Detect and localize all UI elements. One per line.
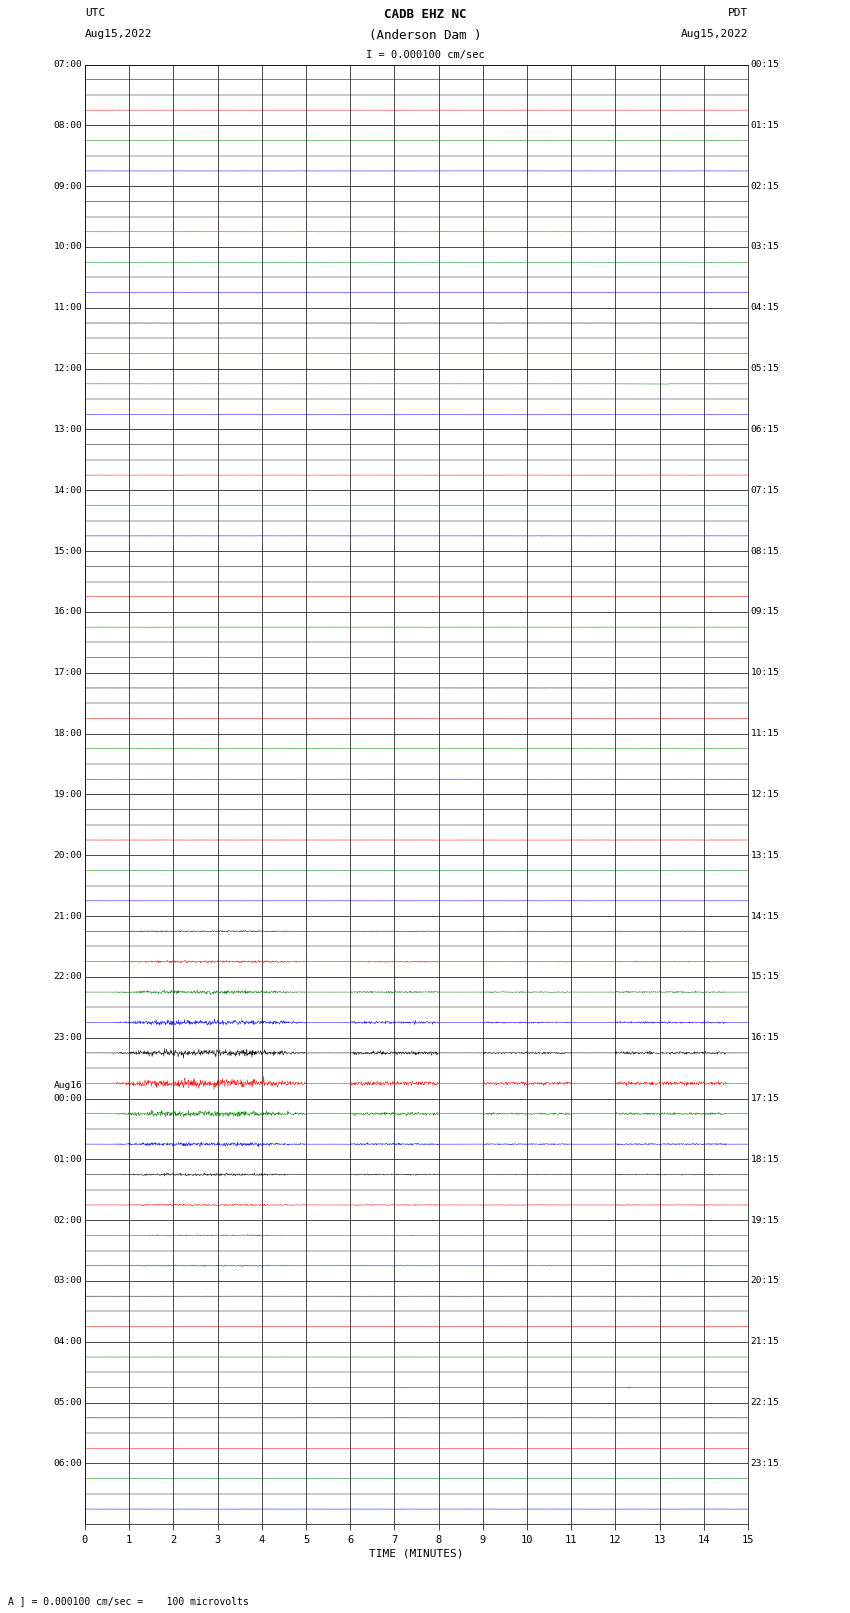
Text: 07:00: 07:00 (54, 60, 82, 69)
Text: 15:00: 15:00 (54, 547, 82, 555)
Text: CADB EHZ NC: CADB EHZ NC (383, 8, 467, 21)
X-axis label: TIME (MINUTES): TIME (MINUTES) (369, 1548, 464, 1558)
Text: 16:00: 16:00 (54, 608, 82, 616)
Text: 14:00: 14:00 (54, 486, 82, 495)
Text: 15:15: 15:15 (751, 973, 779, 981)
Text: 04:15: 04:15 (751, 303, 779, 313)
Text: 05:15: 05:15 (751, 365, 779, 373)
Text: 11:15: 11:15 (751, 729, 779, 739)
Text: 22:00: 22:00 (54, 973, 82, 981)
Text: 17:00: 17:00 (54, 668, 82, 677)
Text: 12:00: 12:00 (54, 365, 82, 373)
Text: 08:00: 08:00 (54, 121, 82, 129)
Text: 20:00: 20:00 (54, 850, 82, 860)
Text: A ] = 0.000100 cm/sec =    100 microvolts: A ] = 0.000100 cm/sec = 100 microvolts (8, 1597, 249, 1607)
Text: 16:15: 16:15 (751, 1034, 779, 1042)
Text: 13:15: 13:15 (751, 850, 779, 860)
Text: 09:00: 09:00 (54, 182, 82, 190)
Text: 01:00: 01:00 (54, 1155, 82, 1165)
Text: 01:15: 01:15 (751, 121, 779, 129)
Text: 06:15: 06:15 (751, 424, 779, 434)
Text: 18:15: 18:15 (751, 1155, 779, 1165)
Text: 21:15: 21:15 (751, 1337, 779, 1347)
Text: Aug15,2022: Aug15,2022 (85, 29, 152, 39)
Text: 21:00: 21:00 (54, 911, 82, 921)
Text: I = 0.000100 cm/sec: I = 0.000100 cm/sec (366, 50, 484, 60)
Text: 09:15: 09:15 (751, 608, 779, 616)
Text: 03:00: 03:00 (54, 1276, 82, 1286)
Text: 00:00: 00:00 (54, 1094, 82, 1103)
Text: 10:00: 10:00 (54, 242, 82, 252)
Text: 19:00: 19:00 (54, 790, 82, 798)
Text: 03:15: 03:15 (751, 242, 779, 252)
Text: 10:15: 10:15 (751, 668, 779, 677)
Text: 14:15: 14:15 (751, 911, 779, 921)
Text: 02:00: 02:00 (54, 1216, 82, 1224)
Text: 19:15: 19:15 (751, 1216, 779, 1224)
Text: 20:15: 20:15 (751, 1276, 779, 1286)
Text: 18:00: 18:00 (54, 729, 82, 739)
Text: (Anderson Dam ): (Anderson Dam ) (369, 29, 481, 42)
Text: 23:15: 23:15 (751, 1460, 779, 1468)
Text: 11:00: 11:00 (54, 303, 82, 313)
Text: 07:15: 07:15 (751, 486, 779, 495)
Text: 08:15: 08:15 (751, 547, 779, 555)
Text: UTC: UTC (85, 8, 105, 18)
Text: 02:15: 02:15 (751, 182, 779, 190)
Text: 05:00: 05:00 (54, 1398, 82, 1407)
Text: PDT: PDT (728, 8, 748, 18)
Text: Aug15,2022: Aug15,2022 (681, 29, 748, 39)
Text: 13:00: 13:00 (54, 424, 82, 434)
Text: 00:15: 00:15 (751, 60, 779, 69)
Text: 23:00: 23:00 (54, 1034, 82, 1042)
Text: 04:00: 04:00 (54, 1337, 82, 1347)
Text: 06:00: 06:00 (54, 1460, 82, 1468)
Text: 22:15: 22:15 (751, 1398, 779, 1407)
Text: 17:15: 17:15 (751, 1094, 779, 1103)
Text: Aug16: Aug16 (54, 1081, 82, 1090)
Text: 12:15: 12:15 (751, 790, 779, 798)
